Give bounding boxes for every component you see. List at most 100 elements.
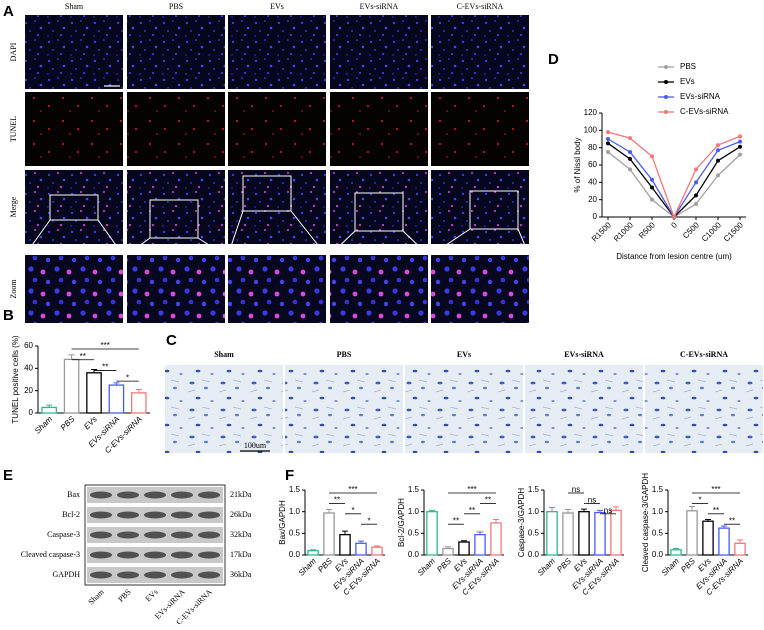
column-label: EVs-siRNA xyxy=(564,350,604,359)
series-marker xyxy=(738,152,742,157)
significance-label: *** xyxy=(711,485,720,494)
micrograph xyxy=(127,170,225,244)
micrograph xyxy=(330,15,428,89)
zoom-connector xyxy=(24,219,51,256)
micrograph xyxy=(25,170,123,244)
legend-marker xyxy=(664,110,668,114)
y-axis-label: Bcl-2/GAPDH xyxy=(397,498,406,547)
error-bar xyxy=(565,509,571,513)
significance-label: ns xyxy=(604,506,612,515)
series-marker xyxy=(628,167,632,172)
significance-label: ** xyxy=(334,496,340,505)
blot-band xyxy=(198,551,220,559)
series-marker xyxy=(672,215,676,219)
legend-label: EVs-siRNA xyxy=(680,92,721,101)
significance-label: * xyxy=(126,373,129,382)
size-label: 21kDa xyxy=(230,490,252,499)
zoom-connector xyxy=(402,230,429,256)
x-tick-label: R500 xyxy=(637,220,657,240)
series-marker xyxy=(650,154,654,159)
y-tick-label: 0.5 xyxy=(528,528,540,537)
micrograph xyxy=(431,255,529,323)
y-tick-label: 1.5 xyxy=(289,485,301,494)
micrograph xyxy=(127,15,225,89)
legend-marker xyxy=(664,65,668,69)
series-line xyxy=(607,151,741,218)
zoom-connector xyxy=(430,228,471,256)
column-label: PBS xyxy=(169,2,183,11)
y-axis-label: Cleaved caspase-3/GAPDH xyxy=(641,473,650,572)
significance-label: ** xyxy=(729,516,735,525)
size-label: 32kDa xyxy=(230,530,252,539)
row-label: TUNEL xyxy=(9,116,18,142)
error-bar xyxy=(477,531,483,535)
error-bar xyxy=(673,548,679,550)
blot-band xyxy=(90,531,112,539)
significance-label: ** xyxy=(713,506,719,515)
y-tick-label: 100 xyxy=(584,125,598,134)
error-bar xyxy=(91,368,97,373)
zoom-box xyxy=(149,199,199,239)
bar xyxy=(490,522,502,556)
x-tick-label: R1500 xyxy=(590,220,613,243)
x-tick-label: C500 xyxy=(681,220,701,240)
micrograph xyxy=(25,92,123,166)
significance-label: *** xyxy=(348,485,357,494)
micrograph xyxy=(127,92,225,166)
error-bar xyxy=(705,518,711,522)
scale-bar-label: 100um xyxy=(101,76,124,85)
scale-bar-label: 100um xyxy=(244,441,267,450)
micrograph xyxy=(431,92,529,166)
micrograph xyxy=(228,255,326,323)
column-label: EVs xyxy=(270,2,284,11)
y-tick-label: 120 xyxy=(584,108,598,117)
texts: A B C D E F xyxy=(3,3,559,484)
bar xyxy=(458,541,470,556)
x-tick-label: Sham xyxy=(536,556,557,577)
series-marker xyxy=(694,167,698,172)
micrograph xyxy=(165,365,283,453)
x-tick-label: C1000 xyxy=(700,220,723,243)
series-marker xyxy=(628,150,632,154)
error-bar xyxy=(310,549,316,551)
y-axis-label: Bax/GAPDH xyxy=(278,500,287,545)
micrograph xyxy=(330,92,428,166)
error-bar xyxy=(461,540,467,542)
significance-label: ** xyxy=(453,516,459,525)
error-bar xyxy=(613,506,619,511)
y-tick-label: 0.5 xyxy=(652,528,664,537)
x-tick-label: Sham xyxy=(297,556,318,577)
micrograph xyxy=(228,15,326,89)
x-tick-label: C1500 xyxy=(722,220,745,243)
legend-marker xyxy=(664,80,668,84)
bar xyxy=(323,512,335,556)
zoom-connector xyxy=(126,237,151,256)
bar xyxy=(307,550,319,556)
zoom-connector xyxy=(97,219,124,256)
panel-letter: C xyxy=(166,332,177,349)
blot-band xyxy=(90,571,112,579)
y-axis-label: Caspase-3/GAPDH xyxy=(517,488,526,558)
significance-label: * xyxy=(351,506,354,515)
y-tick-label: 0.0 xyxy=(289,550,301,559)
x-tick-label: Sham xyxy=(660,556,681,577)
y-tick-label: 80 xyxy=(588,143,597,152)
zoom-connector xyxy=(227,210,244,256)
y-tick-label: 40 xyxy=(24,363,33,372)
zoom-box xyxy=(354,192,404,232)
y-tick-label: 20 xyxy=(588,195,597,204)
blot-band xyxy=(117,511,139,519)
bar xyxy=(718,527,730,556)
micrograph xyxy=(330,255,428,323)
zoom-box xyxy=(242,175,292,212)
series-marker xyxy=(716,158,720,163)
panel-letter: B xyxy=(3,307,14,324)
lane-label: EVs xyxy=(144,587,160,603)
y-tick-label: 1.0 xyxy=(289,507,301,516)
protein-label: Cleaved caspase-3 xyxy=(21,550,80,559)
bar xyxy=(108,384,125,414)
panel-letter: F xyxy=(285,467,294,484)
bar xyxy=(130,392,147,414)
legend-label: C-EVs-siRNA xyxy=(680,107,729,116)
